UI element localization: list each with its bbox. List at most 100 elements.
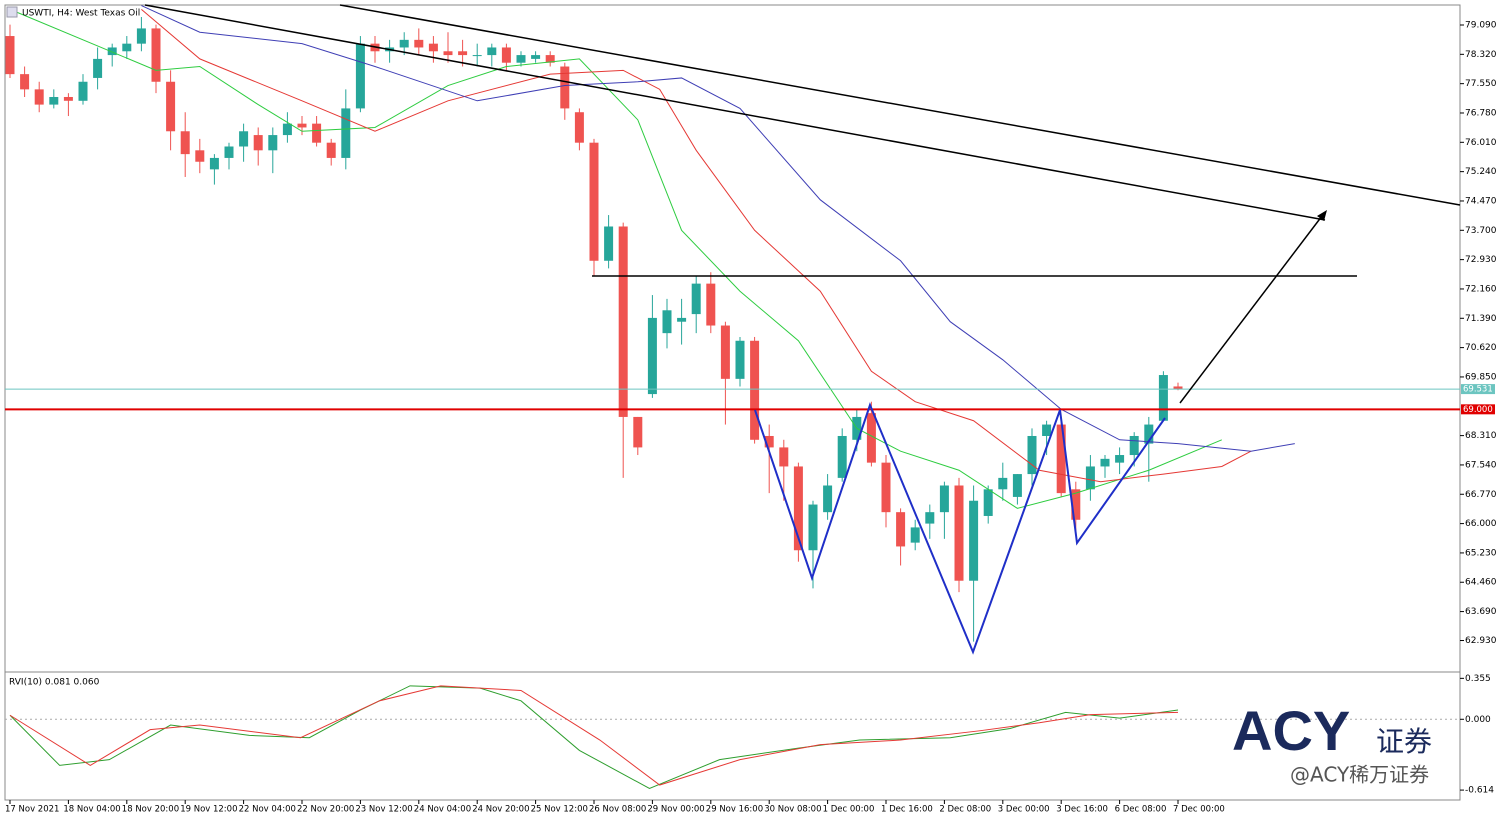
moving-average bbox=[141, 5, 1295, 452]
y-tick-label: 68.310 bbox=[1465, 431, 1497, 441]
candle-body bbox=[925, 512, 935, 524]
y-tick-label: 66.770 bbox=[1465, 490, 1497, 500]
candle-body bbox=[720, 325, 730, 379]
x-tick-label: 24 Nov 04:00 bbox=[414, 805, 471, 815]
pattern-zigzag bbox=[754, 402, 1166, 655]
candle-body bbox=[735, 340, 745, 379]
candle-body bbox=[574, 112, 584, 143]
price-label-box bbox=[1461, 384, 1495, 395]
candle-body bbox=[954, 485, 964, 581]
x-tick-label: 3 Dec 00:00 bbox=[998, 805, 1050, 815]
candle-body bbox=[545, 55, 555, 63]
y-tick-label: 72.930 bbox=[1465, 255, 1497, 265]
candle-body bbox=[881, 462, 891, 513]
trendline bbox=[144, 4, 1326, 221]
candle-body bbox=[516, 55, 526, 63]
candle-body bbox=[297, 123, 307, 128]
rvi-title: RVI(10) 0.081 0.060 bbox=[9, 678, 100, 688]
candle-body bbox=[896, 512, 906, 547]
price-label: 69.000 bbox=[1463, 405, 1493, 415]
rvi-tick-label: -0.614 bbox=[1465, 786, 1494, 796]
y-tick-label: 76.010 bbox=[1465, 138, 1497, 148]
y-tick-label: 70.620 bbox=[1465, 343, 1497, 353]
candle-body bbox=[20, 74, 30, 90]
candle-body bbox=[647, 317, 657, 395]
candle-body bbox=[531, 55, 541, 59]
candle-body bbox=[837, 435, 847, 478]
y-tick-label: 66.000 bbox=[1465, 519, 1497, 529]
candle-body bbox=[5, 36, 15, 75]
candle-body bbox=[239, 131, 249, 147]
candle-body bbox=[355, 43, 365, 109]
candle-body bbox=[866, 413, 876, 463]
candle-body bbox=[1144, 424, 1154, 444]
candle-body bbox=[501, 47, 511, 63]
candle-body bbox=[1129, 435, 1139, 456]
candle-body bbox=[1173, 386, 1183, 390]
candle-body bbox=[779, 447, 789, 467]
candle-body bbox=[823, 485, 833, 513]
rvi-tick-label: 0.355 bbox=[1465, 674, 1491, 684]
candle-body bbox=[78, 81, 88, 101]
x-tick-label: 18 Nov 20:00 bbox=[122, 805, 179, 815]
candle-body bbox=[662, 310, 672, 334]
moving-average bbox=[141, 8, 1252, 483]
x-tick-label: 2 Dec 08:00 bbox=[939, 805, 991, 815]
candle-body bbox=[1071, 489, 1081, 520]
x-tick-label: 7 Dec 00:00 bbox=[1173, 805, 1225, 815]
watermark-handle: @ACY稀万证券 bbox=[1290, 763, 1429, 787]
x-tick-label: 6 Dec 08:00 bbox=[1115, 805, 1167, 815]
candle-body bbox=[1027, 435, 1037, 475]
candle-body bbox=[1056, 424, 1066, 494]
drawings bbox=[144, 4, 1461, 655]
candle-body bbox=[195, 150, 205, 162]
rvi-line bbox=[9, 685, 1179, 786]
x-tick-label: 22 Nov 20:00 bbox=[297, 805, 354, 815]
trendline bbox=[339, 4, 1461, 206]
candle-body bbox=[1100, 458, 1110, 467]
y-tick-label: 75.240 bbox=[1465, 167, 1497, 177]
x-tick-label: 22 Nov 04:00 bbox=[239, 805, 296, 815]
x-tick-label: 17 Nov 2021 bbox=[5, 805, 59, 815]
candle-body bbox=[472, 55, 482, 57]
candle-body bbox=[589, 142, 599, 261]
marks: 79.090 78.320 77.550 76.780 76.010 75.240 74.4… bbox=[5, 5, 1497, 815]
candle-body bbox=[34, 89, 44, 105]
candle-body bbox=[253, 135, 263, 151]
price-label: 69.531 bbox=[1463, 385, 1493, 395]
y-tick-label: 74.470 bbox=[1465, 196, 1497, 206]
candle-body bbox=[268, 135, 278, 151]
x-tick-label: 1 Dec 00:00 bbox=[823, 805, 875, 815]
candle-body bbox=[312, 123, 322, 143]
candle-body bbox=[428, 43, 438, 52]
menu-icon[interactable] bbox=[6, 6, 18, 18]
y-tick-label: 72.160 bbox=[1465, 284, 1497, 294]
y-tick-label: 64.460 bbox=[1465, 578, 1497, 588]
candle-body bbox=[49, 96, 59, 105]
arrow-head bbox=[1317, 210, 1327, 221]
rvi-frame bbox=[4, 671, 1461, 801]
candle-body bbox=[282, 123, 292, 136]
candle-body bbox=[151, 28, 161, 82]
price-label-box bbox=[1461, 404, 1495, 415]
y-tick-label: 63.690 bbox=[1465, 607, 1497, 617]
rvi-tick-label: 0.000 bbox=[1465, 715, 1491, 725]
candle-body bbox=[764, 435, 774, 448]
candle-body bbox=[706, 283, 716, 326]
candle-body bbox=[326, 142, 336, 158]
candle-body bbox=[224, 146, 234, 158]
candle-body bbox=[1085, 466, 1095, 490]
candle-body bbox=[1115, 455, 1125, 463]
x-tick-label: 26 Nov 08:00 bbox=[589, 805, 646, 815]
candle-body bbox=[808, 504, 818, 551]
candle-body bbox=[750, 340, 760, 440]
candle-body bbox=[910, 527, 920, 543]
candle-body bbox=[136, 28, 146, 44]
candle-body bbox=[166, 81, 176, 132]
x-tick-label: 18 Nov 04:00 bbox=[63, 805, 120, 815]
candle-body bbox=[180, 131, 190, 155]
x-tick-label: 29 Nov 00:00 bbox=[647, 805, 704, 815]
y-tick-label: 76.780 bbox=[1465, 108, 1497, 118]
candle-body bbox=[209, 157, 219, 170]
